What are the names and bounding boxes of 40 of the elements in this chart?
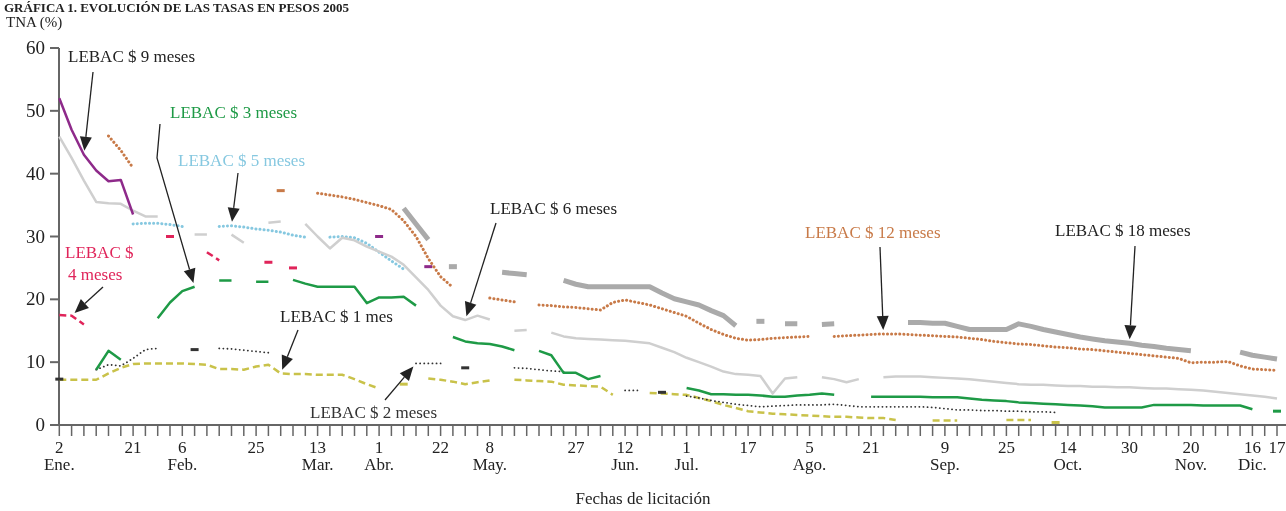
text: LEBAC $ 1 mes [280,307,393,326]
y-tick-label: 60 [26,37,45,58]
x-tick-label: 17 [1268,438,1286,457]
x-tick-label: 1 Jul. [674,438,699,474]
y-tick-label: 50 [26,99,45,121]
x-tick-label: 30 [1120,438,1138,457]
x-tick-label: 9 Sep. [930,438,960,474]
x-tick-label: 13 Mar. [301,438,334,474]
text: LEBAC $ 5 meses [178,151,306,170]
x-tick-label: 25 [997,438,1015,457]
x-tick-label: 12 Jun. [611,438,640,474]
x-tick-label: 17 [739,438,758,457]
x-tick-label: 2 Ene. [43,438,75,474]
y-tick-label: 10 [26,351,45,373]
text: LEBAC $ 18 meses [1055,221,1191,240]
x-tick-label: 20 Nov. [1174,438,1208,474]
x-tick-label: 27 [567,438,585,457]
x-tick-label: 22 [432,438,450,457]
x-tick-label: 16 Dic. [1238,438,1267,474]
x-tick-label: 1 Abr. [364,438,394,474]
y-tick-label: 30 [26,225,45,247]
x-tick-label: 25 [247,438,265,457]
text: LEBAC $ 2 meses [310,403,438,422]
x-tick-label: 14 Oct. [1053,438,1083,474]
text: LEBAC $ 3 meses [170,103,298,122]
text: LEBAC $ 12 meses [805,223,941,242]
x-axis-title: Fechas de licitación [575,489,711,508]
y-tick-label: 20 [26,288,45,310]
series-label: LEBAC $ 9 meses [68,47,196,66]
x-tick-label: 21 [124,438,142,457]
text: LEBAC $ 6 meses [490,199,618,218]
series-label: LEBAC $ 4 meses [65,243,134,284]
x-tick-label: 5 Ago. [792,438,827,474]
y-tick-label: 40 [26,162,45,184]
y-axis-title: TNA (%) [6,14,63,31]
x-tick-label: 8 May. [472,438,507,474]
y-tick-label: 0 [35,414,45,435]
x-tick-label: 6 Feb. [167,438,198,474]
x-tick-label: 21 [862,438,880,457]
chart-title: GRÁFICA 1. EVOLUCIÓN DE LAS TASAS EN PESOS 2005 [4,0,350,15]
